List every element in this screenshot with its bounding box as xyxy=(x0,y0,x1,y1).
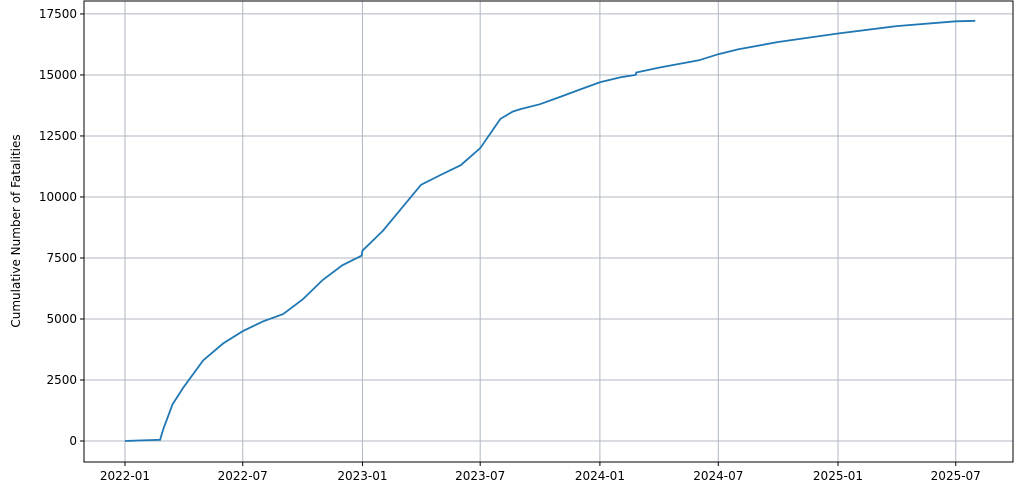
y-tick-label: 5000 xyxy=(46,312,77,326)
y-axis-label: Cumulative Number of Fatalities xyxy=(9,134,23,327)
x-tick-label: 2022-07 xyxy=(218,469,268,482)
y-tick-label: 10000 xyxy=(39,190,77,204)
y-tick-label: 2500 xyxy=(46,373,77,387)
y-axis: 0 2500 5000 7500 10000 12500 15000 17500 xyxy=(39,7,84,448)
x-tick-label: 2024-01 xyxy=(575,469,625,482)
x-tick-label: 2025-01 xyxy=(813,469,863,482)
x-tick-label: 2023-07 xyxy=(455,469,505,482)
grid xyxy=(84,1,1013,462)
x-tick-label: 2025-07 xyxy=(931,469,981,482)
plot-frame xyxy=(83,0,1014,463)
x-tick-label: 2024-07 xyxy=(693,469,743,482)
y-tick-label: 7500 xyxy=(46,251,77,265)
y-tick-label: 0 xyxy=(69,434,77,448)
series-line xyxy=(124,19,976,442)
y-tick-label: 12500 xyxy=(39,129,77,143)
x-tick-label: 2022-01 xyxy=(100,469,150,482)
x-tick-label: 2023-01 xyxy=(337,469,387,482)
x-axis: 2022-01 2022-07 2023-01 2023-07 2024-01 2024-… xyxy=(100,462,981,483)
y-tick-label: 17500 xyxy=(39,7,77,21)
y-tick-label: 15000 xyxy=(39,68,77,82)
